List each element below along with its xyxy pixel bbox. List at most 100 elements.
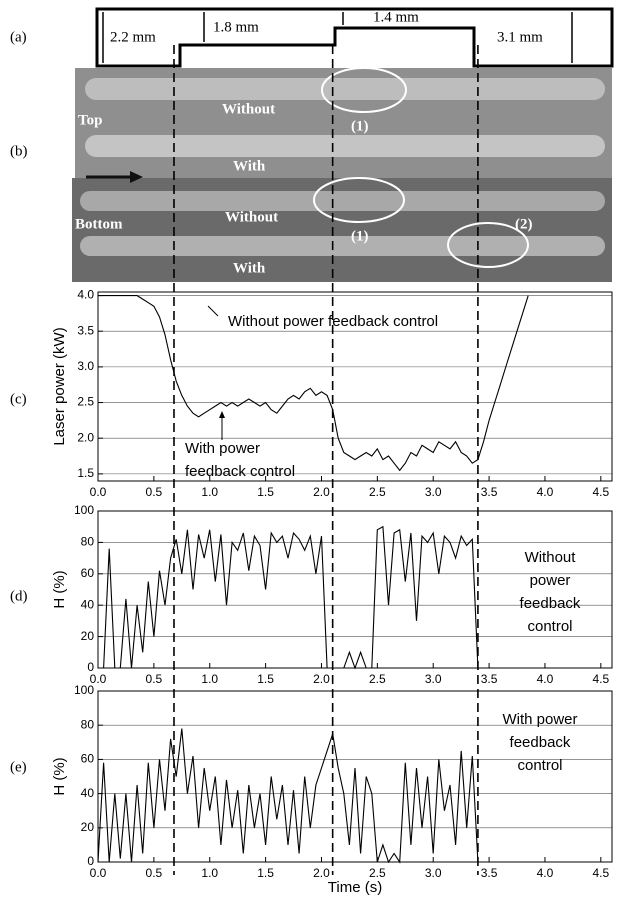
y-tick-label: 80 [81,535,95,549]
annotation: With power [502,711,577,728]
x-tick-label: 4.0 [537,485,554,499]
data-line [97,728,479,864]
y-tick-label: 3.0 [77,359,94,373]
y-tick-label: 20 [81,629,95,643]
y-axis-label: Laser power (kW) [51,327,68,445]
annotation: feedback [520,595,581,612]
annotation: power [530,572,571,589]
panel-label: (b) [10,143,28,159]
weld-photo [72,67,612,282]
x-tick-label: 3.5 [481,485,498,499]
x-tick-label: 3.5 [481,672,498,686]
x-tick-label: 1.0 [201,485,218,499]
y-axis-label: H (%) [51,757,68,795]
x-tick-label: 4.0 [537,672,554,686]
x-tick-label: 3.0 [425,866,442,880]
panel-label: (d) [10,588,28,604]
y-tick-label: 40 [81,786,95,800]
plot-frame [97,510,613,669]
annotation: control [527,618,572,635]
x-tick-label: 4.5 [592,672,609,686]
y-tick-label: 100 [74,503,94,517]
x-tick-label: 0.5 [146,672,163,686]
thickness-diagram [95,7,614,68]
y-tick-label: 60 [81,752,95,766]
x-tick-label: 3.0 [425,485,442,499]
y-tick-label: 1.5 [77,466,94,480]
y-tick-label: 0 [87,660,94,674]
x-tick-label: 0.0 [90,485,107,499]
x-tick-label: 3.5 [481,866,498,880]
y-axis-label: H (%) [51,570,68,608]
photo-label: (2) [515,216,533,232]
x-tick-label: 0.0 [90,866,107,880]
photo-label: (1) [351,118,369,134]
plate-outline [95,7,614,68]
x-tick-label: 1.5 [257,866,274,880]
x-axis-label: Time (s) [328,879,382,896]
highlight [447,222,529,268]
y-tick-label: 2.0 [77,430,94,444]
y-tick-label: 100 [74,683,94,697]
plot-frame [97,690,613,863]
annotation: feedback control [185,463,295,480]
weld-bead [85,135,605,157]
x-tick-label: 0.5 [146,485,163,499]
x-tick-label: 2.0 [313,672,330,686]
arrow-head [130,171,143,183]
photo-label: Without [222,101,275,117]
x-tick-label: 4.5 [592,485,609,499]
annotation: Without power feedback control [228,313,438,330]
dim-label: 1.4 mm [373,9,419,25]
y-tick-label: 40 [81,597,95,611]
photo-label: Top [78,112,102,128]
x-tick-label: 0.5 [146,866,163,880]
x-tick-label: 2.5 [369,672,386,686]
x-tick-label: 1.0 [201,672,218,686]
panel-label: (e) [10,759,27,775]
x-tick-label: 3.0 [425,672,442,686]
dim-label: 1.8 mm [213,19,259,35]
data-line [98,525,479,670]
photo-label: Bottom [75,216,123,232]
annotation: With power [185,440,260,457]
weld-bead [85,78,605,100]
y-tick-label: 3.5 [77,323,94,337]
x-tick-label: 1.5 [257,485,274,499]
x-tick-label: 4.5 [592,866,609,880]
x-tick-label: 1.5 [257,672,274,686]
y-tick-label: 60 [81,566,95,580]
photo-label: With [233,260,266,276]
dimension-arrows [102,12,573,63]
y-tick-label: 4.0 [77,288,94,302]
photo-label: With [233,158,266,174]
x-tick-label: 0.0 [90,672,107,686]
annotation: Without [525,549,577,566]
y-tick-label: 0 [87,854,94,868]
x-tick-label: 2.0 [313,485,330,499]
weld-bead [80,236,605,256]
photo-label: (1) [351,228,369,244]
panel-label: (a) [10,29,27,45]
weld-bead [80,191,605,211]
y-tick-label: 80 [81,717,95,731]
x-tick-label: 2.5 [369,485,386,499]
annotation: control [517,757,562,774]
x-tick-label: 4.0 [537,866,554,880]
y-tick-label: 2.5 [77,395,94,409]
x-tick-label: 1.0 [201,866,218,880]
data-line [98,295,529,472]
annotation: feedback [510,734,571,751]
plot-frame [97,291,613,482]
highlight [313,177,405,223]
photo-label: Without [225,209,278,225]
y-tick-label: 20 [81,820,95,834]
x-tick-label: 2.0 [313,866,330,880]
panel-label: (c) [10,391,27,407]
highlight [321,67,407,113]
annotation-arrow [207,305,219,317]
dim-label: 3.1 mm [497,29,543,45]
x-tick-label: 2.5 [369,866,386,880]
annotation-arrow-head [219,411,225,418]
